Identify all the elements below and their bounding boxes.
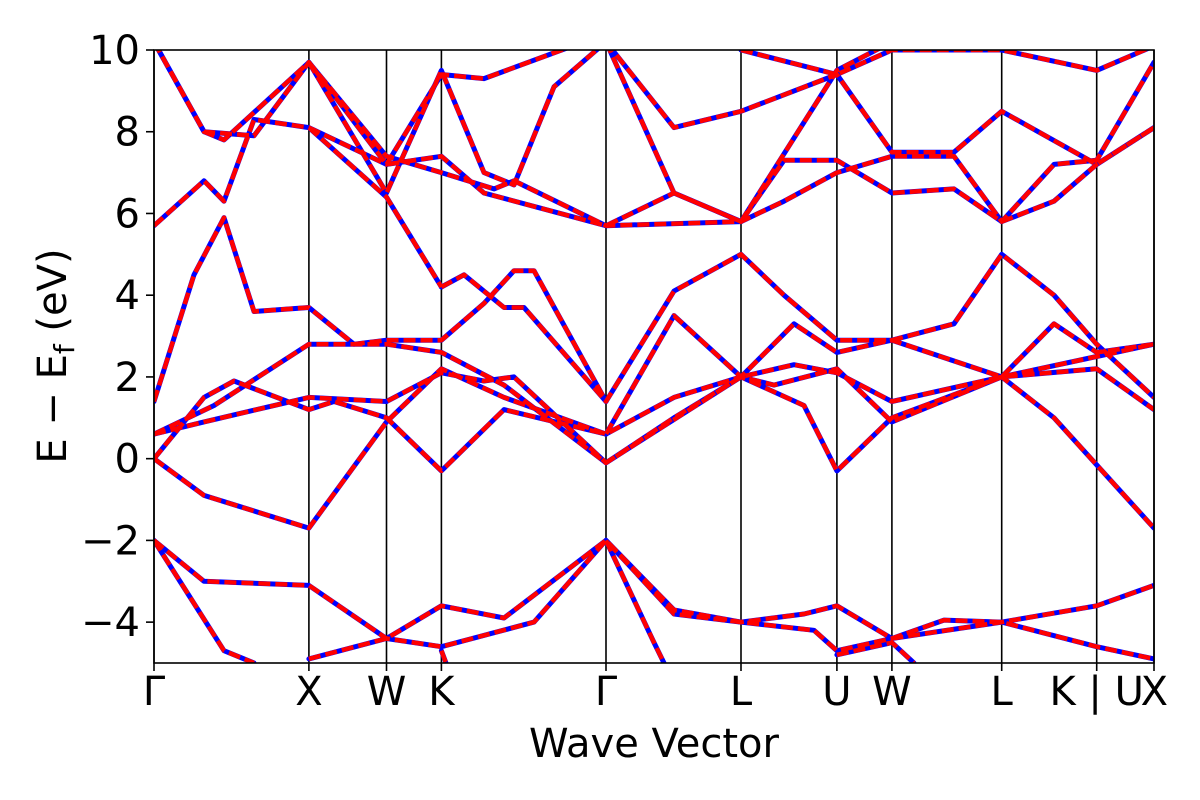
band-line [154,313,1154,474]
bands [154,50,1154,663]
band-line [154,215,1154,404]
y-tick-label: 6 [115,191,140,237]
y-axis-label-main: E − E [30,354,76,464]
band-line [306,50,600,196]
y-tick-label: 2 [115,355,140,401]
band-line [154,366,1154,531]
x-axis-label: Wave Vector [529,721,780,767]
plot-frame [153,49,1155,664]
band-line [609,50,1154,167]
y-axis-label-unit: (eV) [30,248,76,344]
band-line [603,539,667,663]
band-line [155,50,1154,228]
x-tick-label: X [295,669,322,715]
x-tick-label: K [428,669,456,715]
band-line [439,649,449,663]
x-tick-label: L [991,669,1014,715]
band-line [154,538,1154,649]
band-line [154,117,444,289]
y-tick-label: −4 [81,600,140,646]
x-tick-label: Γ [143,669,166,715]
x-tick-label: Γ [595,669,618,715]
y-tick-label: 0 [115,437,140,483]
band-line [836,640,916,663]
y-axis-label-subscript: f [48,343,81,354]
y-tick-label: 4 [115,273,140,319]
band-line [607,50,882,224]
band-line [440,272,608,403]
y-tick-label: 8 [115,110,140,156]
y-axis-label: E − Ef (eV) [30,248,81,463]
y-axis-ticks: −4 −2 0 2 4 6 8 10 [81,28,154,646]
x-tick-label: U [822,669,851,715]
band-line [740,50,1151,77]
x-tick-label: W [367,669,407,715]
band-line [154,539,255,663]
y-tick-label: −2 [81,518,140,564]
y-tick-label: 10 [89,28,140,74]
x-tick-label: X [1141,669,1168,715]
band-line [154,341,1154,466]
band-line [308,538,1154,662]
x-tick-label: L [730,669,753,715]
x-tick-label: W [872,669,912,715]
x-tick-label: K | U [1049,669,1143,715]
band-line [155,50,1154,228]
series-dashed [154,50,1154,663]
